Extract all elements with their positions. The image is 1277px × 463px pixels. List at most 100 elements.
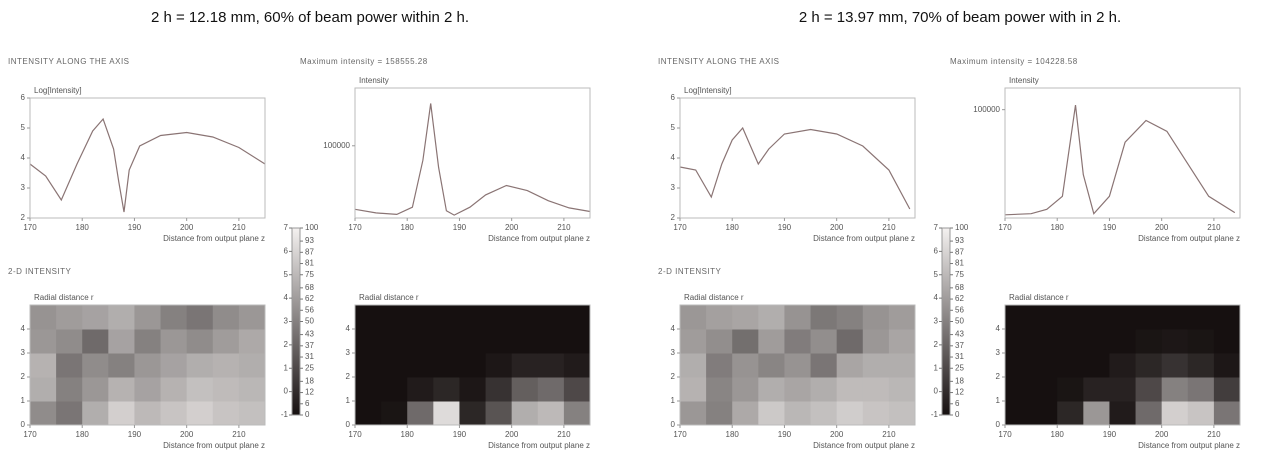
colorbar-tick-label: 75 [305,270,314,279]
heat-cell [836,401,864,426]
heat-cell [459,377,487,402]
heat-cell [30,377,57,402]
colorbar-tick-label: 87 [955,247,964,256]
heat-cell [1031,305,1058,330]
heat-cell [1187,305,1215,330]
y-tick-label: 5 [21,123,26,132]
heat-cell [1083,353,1110,378]
heat-cell [758,353,785,378]
heat-cell [459,329,487,354]
colorbar-log-tick-label: 0 [284,387,289,396]
heat-cell [862,305,890,330]
y-tick-label: 2 [21,372,26,381]
heat-cell [1005,353,1032,378]
chart-title: Maximum intensity = 104228.58 [950,57,1078,66]
y-tick-label: 2 [21,213,26,222]
heat-cell [186,329,214,354]
heat-cell [134,377,162,402]
plot-frame [1004,304,1241,426]
heat-cell [732,353,759,378]
heat-cell [1083,329,1110,354]
heat-cell [1187,329,1215,354]
heat-cell [134,329,162,354]
heat-cell [1057,329,1084,354]
colorbar-tick-label: 50 [305,317,314,326]
heat-cell [82,329,109,354]
heat-cell [459,305,487,330]
heat-cell [186,353,214,378]
y-tick-label: 2 [671,213,676,222]
colorbar-tick-label: 43 [305,330,314,339]
y-tick-label: 0 [346,420,351,429]
heat-cell [485,377,513,402]
heat-cell [888,329,916,354]
colorbar-tick-label: 18 [305,376,314,385]
colorbar-log-tick-label: 6 [934,246,939,255]
heat-cell [758,305,785,330]
heat-cell [407,377,434,402]
heat-cell [511,305,539,330]
x-tick-label: 170 [23,223,37,232]
heat-cell [407,353,434,378]
colorbar-log-tick-label: 2 [284,340,289,349]
heat-cell [810,353,838,378]
x-tick-label: 180 [726,430,740,439]
colorbar-log-tick-label: 6 [284,246,289,255]
heat-cell [511,329,539,354]
heat-cell [1057,353,1084,378]
y-tick-label: 3 [346,348,351,357]
y-axis-label: Log[Intensity] [684,86,732,95]
heat-cell [706,401,733,426]
x-tick-label: 170 [998,223,1012,232]
x-tick-label: 210 [232,223,246,232]
heat-cell [511,353,539,378]
heat-cell [212,329,240,354]
x-tick-label: 180 [726,223,740,232]
colorbar-tick-label: 6 [955,399,960,408]
colorbar-tick-label: 93 [305,236,314,245]
heat-cell [1213,377,1241,402]
heat-cell [381,353,408,378]
heat-cell [888,401,916,426]
heat-cell [1031,329,1058,354]
heat-cell [1031,353,1058,378]
heat-cell [433,353,460,378]
heat-cell [706,353,733,378]
heat-cell [1057,305,1084,330]
heat-cell [160,377,188,402]
x-tick-label: 210 [1207,223,1221,232]
colorbar-tick-label: 12 [305,388,314,397]
heat-cell [160,329,188,354]
x-tick-label: 170 [673,223,687,232]
x-tick-label: 180 [76,430,90,439]
heat-cell [56,401,83,426]
y-tick-label: 1 [21,396,26,405]
x-tick-label: 180 [1051,430,1065,439]
x-axis-label: Distance from output plane z [1138,234,1240,243]
heat-cell [160,305,188,330]
heat-cell [355,329,382,354]
heat-cell [108,377,135,402]
y-tick-label: 2 [996,372,1001,381]
heat-cell [433,305,460,330]
x-axis-label: Distance from output plane z [163,441,265,450]
data-line [679,126,911,210]
heat-cell [511,401,539,426]
data-line [29,117,266,213]
heat-cell [1213,305,1241,330]
heat-cell [186,401,214,426]
x-tick-label: 170 [673,430,687,439]
heat-cell [1083,401,1110,426]
y-tick-label: 0 [21,420,26,429]
colorbar-tick-label: 87 [305,247,314,256]
x-tick-label: 170 [348,430,362,439]
x-tick-label: 190 [1103,223,1117,232]
colorbar-tick-label: 56 [955,305,964,314]
heat-cell [485,401,513,426]
heat-cell [433,401,460,426]
x-tick-label: 210 [1207,430,1221,439]
y-tick-label: 6 [671,93,676,102]
colorbar-tick-label: 43 [955,330,964,339]
heat-cell [537,377,565,402]
